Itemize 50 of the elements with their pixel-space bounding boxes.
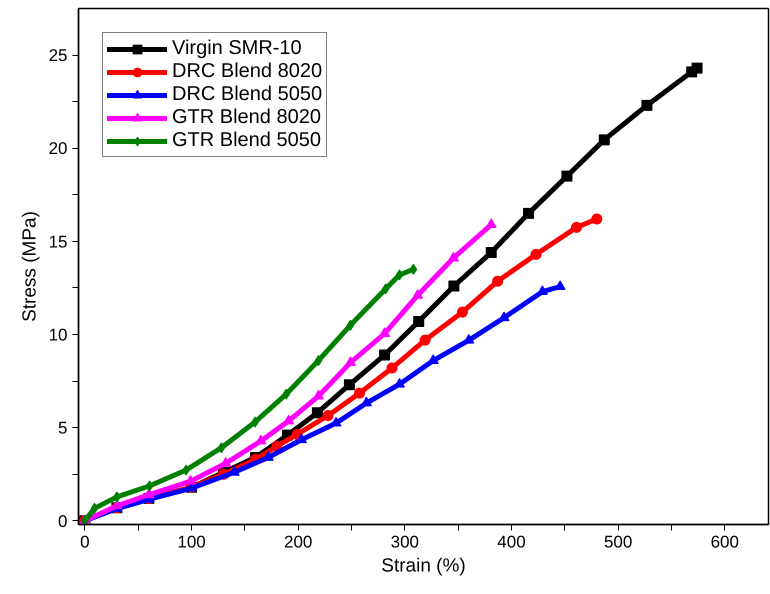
point <box>591 214 602 224</box>
y-axis-title: Stress (MPa) <box>20 211 41 322</box>
x-tick-label: 400 <box>497 532 526 552</box>
point <box>530 248 542 260</box>
y-tick-label: 0 <box>58 512 68 531</box>
point <box>312 407 323 418</box>
point <box>448 280 460 292</box>
y-tick-label: 10 <box>48 325 68 344</box>
y-tick-label: 25 <box>48 46 68 66</box>
x-tick-label: 500 <box>604 532 632 552</box>
point <box>413 316 424 327</box>
point <box>379 327 390 337</box>
point <box>379 349 390 360</box>
point <box>486 247 497 258</box>
point <box>486 218 497 228</box>
x-tick-label: 300 <box>390 532 420 552</box>
point <box>386 362 398 374</box>
point <box>492 276 504 287</box>
point <box>420 334 431 346</box>
y-tick-label: 20 <box>48 139 68 158</box>
legend-label: GTR Blend 5050 <box>172 129 321 152</box>
legend-label: DRC Blend 8020 <box>172 60 322 83</box>
point <box>344 379 355 390</box>
legend-label: GTR Blend 8020 <box>172 106 321 129</box>
x-tick-label: 100 <box>177 532 206 552</box>
x-tick-label: 200 <box>284 532 312 552</box>
point <box>571 222 582 233</box>
y-tick-label: 5 <box>58 418 68 438</box>
x-axis-title: Strain (%) <box>381 556 466 576</box>
point <box>412 289 424 299</box>
point <box>692 62 703 74</box>
legend-label: DRC Blend 5050 <box>172 83 322 106</box>
point <box>282 388 290 400</box>
y-tick-label: 15 <box>48 232 68 252</box>
point <box>456 306 468 318</box>
point <box>561 170 572 182</box>
point <box>354 388 366 399</box>
x-tick-label: 600 <box>710 532 739 552</box>
legend-label: Virgin SMR-10 <box>172 37 302 60</box>
point <box>641 100 652 111</box>
point <box>448 252 459 262</box>
point <box>428 354 439 364</box>
point <box>312 390 324 400</box>
point <box>523 208 534 219</box>
point <box>283 414 294 424</box>
point <box>322 410 334 422</box>
point <box>598 134 610 146</box>
point <box>498 311 510 322</box>
point <box>344 356 356 366</box>
x-tick-label: 0 <box>80 532 90 552</box>
